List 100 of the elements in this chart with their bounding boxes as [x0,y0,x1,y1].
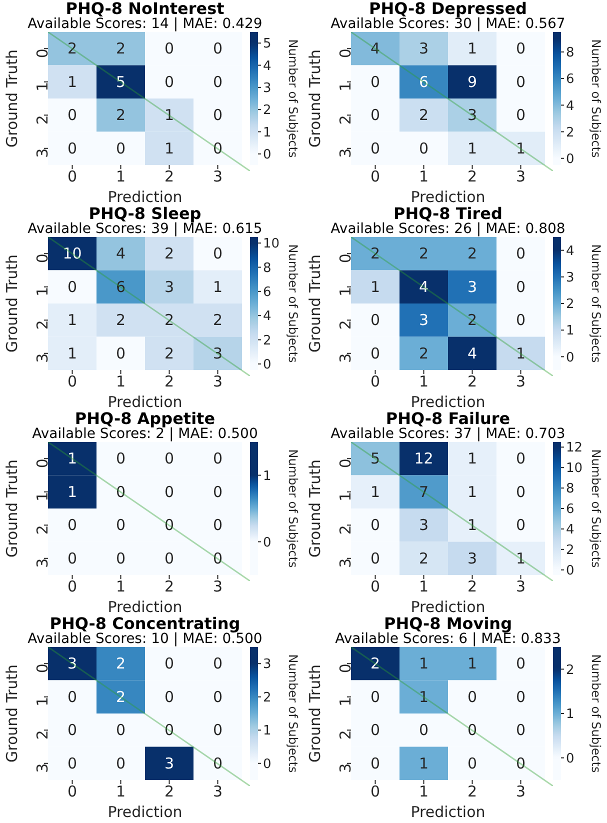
x-axis-title: Prediction [108,803,182,821]
color-bar-label: 0 [566,152,574,167]
x-tick-label: 0 [67,782,78,801]
color-bar-label: 8 [566,46,574,61]
data-label: 0 [516,72,526,91]
x-tick-label: 2 [467,168,478,186]
color-bar-title: Number of Subjects [286,244,300,363]
y-tick-label: 3 [33,148,52,158]
x-tick-label: 3 [516,372,526,391]
color-bar-title: Number of Subjects [589,39,603,158]
data-label: 0 [164,549,174,568]
x-tick-label: 1 [116,782,126,801]
data-label: 0 [370,688,380,706]
chart-subtitle: Available Scores: 14 | MAE: 0.429 [26,16,264,32]
data-label: 3 [67,654,78,673]
y-tick-label: 0 [336,664,354,674]
data-label: 2 [467,311,478,330]
chart-title: PHQ-8 Tired [394,204,502,223]
color-bar-label: 1 [566,324,574,339]
data-label: 0 [212,244,223,263]
y-tick-label: 3 [33,558,52,568]
data-label: 0 [212,721,223,740]
x-tick-label: 1 [418,782,429,801]
y-tick-label: 3 [336,148,354,158]
color-bar-label: 6 [566,502,574,518]
data-label: 0 [116,754,126,772]
color-bar-label: 3 [566,270,574,286]
x-tick-label: 0 [67,372,78,391]
x-tick-label: 2 [467,782,478,801]
chart-title: PHQ-8 Moving [384,614,512,633]
data-label: 1 [516,344,526,362]
y-tick-label: 1 [336,696,354,706]
color-bar-label: 0 [566,751,574,766]
data-label: 0 [116,139,126,158]
y-tick-label: 3 [33,763,52,773]
y-axis-title: Ground Truth [306,664,324,762]
y-tick-label: 0 [33,664,52,674]
data-label: 1 [164,106,174,124]
color-bar-label: 2 [263,103,272,118]
data-label: 3 [467,549,478,568]
color-bar-label: 0 [263,756,272,772]
color-bar-title: Number of Subjects [286,654,300,773]
data-label: 1 [467,40,478,58]
x-tick-label: 0 [370,782,380,801]
y-tick-label: 0 [336,254,354,264]
x-tick-label: 2 [164,372,174,391]
color-bar-label: 8 [566,482,574,497]
data-label: 0 [67,139,78,158]
data-label: 0 [164,450,174,468]
y-tick-label: 1 [33,492,52,502]
data-label: 0 [370,311,380,330]
color-bar-label: 1 [566,707,574,722]
x-tick-label: 3 [212,168,223,186]
y-tick-label: 0 [33,458,52,468]
color-bar-label: 0 [566,564,574,578]
color-bar-title: Number of Subjects [286,39,300,158]
y-tick-label: 2 [336,320,354,330]
data-label: 1 [516,139,526,158]
data-label: 0 [467,754,478,772]
data-label: 1 [467,450,478,468]
color-bar-label: 2 [263,690,272,706]
color-bar-label: 2 [263,333,272,348]
data-label: 0 [164,688,174,706]
data-label: 6 [116,278,126,296]
x-tick-label: 0 [370,578,380,596]
data-label: 0 [212,688,223,706]
data-label: 3 [418,516,429,534]
chart-title: PHQ-8 Sleep [88,204,202,223]
data-label: 2 [164,344,174,362]
data-label: 3 [164,278,174,296]
data-label: 2 [212,311,223,330]
data-label: 0 [67,688,78,706]
data-label: 0 [418,721,429,740]
data-label: 3 [418,311,429,330]
data-label: 12 [414,450,434,468]
data-label: 2 [116,654,126,673]
y-axis-title: Ground Truth [3,460,21,558]
chart-subtitle: Available Scores: 37 | MAE: 0.703 [330,426,566,442]
data-label: 0 [164,72,174,91]
y-tick-label: 2 [33,525,52,535]
color-bar-label: 0 [566,350,574,366]
color-bar-title: Number of Subjects [589,449,603,568]
data-label: 1 [67,344,78,362]
data-label: 1 [467,482,478,501]
color-bar-label: 12 [566,440,583,456]
chart-title: PHQ-8 Depressed [368,0,528,18]
data-label: 1 [67,482,78,501]
y-axis-title: Ground Truth [306,50,324,148]
data-label: 0 [516,244,526,263]
x-tick-label: 2 [467,372,478,391]
data-label: 0 [212,106,223,124]
data-label: 2 [370,244,380,263]
data-label: 1 [467,516,478,534]
data-label: 0 [370,516,380,534]
y-axis-title: Ground Truth [306,254,324,352]
data-label: 4 [467,344,478,362]
color-bar-label: 10 [263,236,280,252]
data-label: 0 [516,311,526,330]
y-axis-title: Ground Truth [3,50,21,148]
y-tick-label: 2 [336,525,354,535]
